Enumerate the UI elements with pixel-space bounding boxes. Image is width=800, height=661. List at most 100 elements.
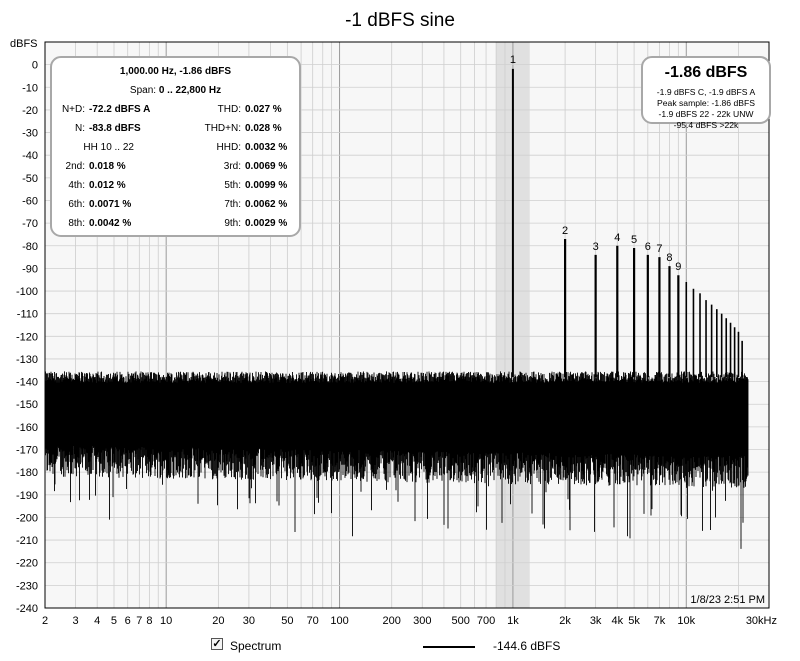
- y-tick-label: -110: [17, 309, 38, 321]
- x-tick-label: 7: [136, 615, 142, 627]
- y-tick-label: 0: [32, 60, 38, 72]
- y-tick-label: -30: [22, 128, 38, 140]
- x-tick-label: 5: [111, 615, 117, 627]
- stat-label: 2nd:: [65, 161, 85, 172]
- stat-label: N:: [75, 123, 85, 134]
- timestamp: 1/8/23 2:51 PM: [690, 594, 765, 606]
- x-tick-label: 8: [146, 615, 152, 627]
- stat-value: 0.0062 %: [245, 199, 288, 210]
- plot-border: [44, 41, 770, 609]
- x-tick-label: 7k: [654, 615, 666, 627]
- y-tick-label: -220: [16, 558, 38, 570]
- y-tick-label: -230: [16, 580, 38, 592]
- stat-value: -72.2 dBFS A: [89, 104, 151, 115]
- stat-label: 5th:: [224, 180, 241, 191]
- stat-label: HHD:: [216, 142, 241, 153]
- level-line-1: -1.9 dBFS C, -1.9 dBFS A: [656, 87, 756, 97]
- stat-value: 0.0032 %: [245, 142, 288, 153]
- stat-label: THD+N:: [204, 123, 241, 134]
- harmonic-label: 6: [645, 241, 651, 253]
- legend-bar: ✓ Spectrum -144.6 dBFS: [0, 636, 800, 658]
- stat-value: 0.028 %: [245, 123, 282, 134]
- stat-value: 0.0071 %: [89, 199, 132, 210]
- x-tick-label: 3: [72, 615, 78, 627]
- x-tick-label: 6: [125, 615, 131, 627]
- level-line-4: -95.4 dBFS >22k: [673, 120, 739, 130]
- y-tick-label: -90: [22, 263, 38, 275]
- x-tick-label: 3k: [590, 615, 602, 627]
- level-panel: -1.86 dBFS -1.9 dBFS C, -1.9 dBFS A Peak…: [641, 56, 771, 130]
- x-tick-label: 300: [413, 615, 431, 627]
- stat-label: 9th:: [224, 218, 241, 229]
- y-tick-label: -180: [16, 467, 38, 479]
- stat-label: 7th:: [224, 199, 241, 210]
- level-line-2: Peak sample: -1.86 dBFS: [657, 98, 755, 108]
- stat-value: 0.0099 %: [245, 180, 288, 191]
- stat-value: 0.0042 %: [89, 218, 132, 229]
- harmonic-label: 5: [631, 234, 637, 246]
- y-tick-label: -60: [22, 195, 38, 207]
- x-tick-label: 30kHz: [746, 615, 777, 627]
- y-tick-label: -40: [22, 150, 38, 162]
- x-tick-label: 2k: [559, 615, 571, 627]
- stat-value: 0.0029 %: [245, 218, 288, 229]
- x-tick-label: 70: [307, 615, 319, 627]
- legend-line-swatch: [423, 646, 475, 648]
- harmonic-label: 2: [562, 225, 568, 237]
- y-tick-label: -10: [22, 82, 38, 94]
- stats-panel: 1,000.00 Hz, -1.86 dBFS Span: 0 .. 22,80…: [50, 56, 301, 237]
- harmonic-label: 7: [656, 243, 662, 255]
- y-tick-label: -170: [16, 445, 38, 457]
- chart-title: -1 dBFS sine: [345, 10, 455, 31]
- span-label: Span:: [129, 85, 157, 96]
- harmonic-label: 9: [675, 261, 681, 273]
- stat-value: 0.027 %: [245, 104, 282, 115]
- y-tick-label: -150: [16, 399, 38, 411]
- stat-label: THD:: [217, 104, 241, 115]
- stat-value: 0.0069 %: [245, 161, 288, 172]
- harmonic-label: 3: [593, 241, 599, 253]
- harmonic-label: 4: [614, 232, 620, 244]
- x-tick-label: 4: [94, 615, 100, 627]
- fundamental-label: 1: [510, 54, 516, 66]
- level-readout: -1.86 dBFS: [664, 64, 748, 81]
- harmonic-label: 8: [666, 252, 672, 264]
- stat-value: 0.018 %: [89, 161, 126, 172]
- x-tick-label: 4k: [611, 615, 623, 627]
- x-tick-label: 50: [281, 615, 293, 627]
- stat-label: HH 10 .. 22: [83, 142, 134, 153]
- x-tick-label: 500: [452, 615, 470, 627]
- stat-label: 4th:: [68, 180, 85, 191]
- y-tick-label: -50: [22, 173, 38, 185]
- y-tick-label: -20: [22, 105, 38, 117]
- x-tick-label: 1k: [507, 615, 519, 627]
- y-tick-label: -120: [16, 331, 38, 343]
- spectrum-checkbox-label[interactable]: Spectrum: [230, 639, 282, 653]
- x-tick-label: 20: [212, 615, 224, 627]
- x-tick-label: 10k: [677, 615, 695, 627]
- y-tick-label: -190: [16, 490, 38, 502]
- y-tick-label: -200: [16, 512, 38, 524]
- x-tick-label: 100: [330, 615, 348, 627]
- span-value: 0 .. 22,800 Hz: [158, 85, 222, 96]
- stat-label: 8th:: [68, 218, 85, 229]
- x-tick-label: 2: [42, 615, 48, 627]
- x-tick-label: 10: [160, 615, 172, 627]
- y-tick-label: -80: [22, 241, 38, 253]
- x-tick-label: 5k: [628, 615, 640, 627]
- y-axis-label: dBFS: [10, 38, 38, 50]
- y-tick-label: -140: [16, 377, 38, 389]
- x-tick-label: 30: [243, 615, 255, 627]
- y-tick-label: -160: [16, 422, 38, 434]
- stat-label: 6th:: [68, 199, 85, 210]
- y-tick-label: -100: [16, 286, 38, 298]
- stat-value: -83.8 dBFS: [89, 123, 141, 134]
- level-line-3: -1.9 dBFS 22 - 22k UNW: [658, 109, 754, 119]
- y-tick-label: -130: [16, 354, 38, 366]
- y-tick-label: -210: [16, 535, 38, 547]
- stat-value: 0.012 %: [89, 180, 126, 191]
- y-tick-label: -240: [16, 603, 38, 615]
- y-tick-label: -70: [22, 218, 38, 230]
- spectrum-checkbox[interactable]: ✓: [211, 638, 223, 650]
